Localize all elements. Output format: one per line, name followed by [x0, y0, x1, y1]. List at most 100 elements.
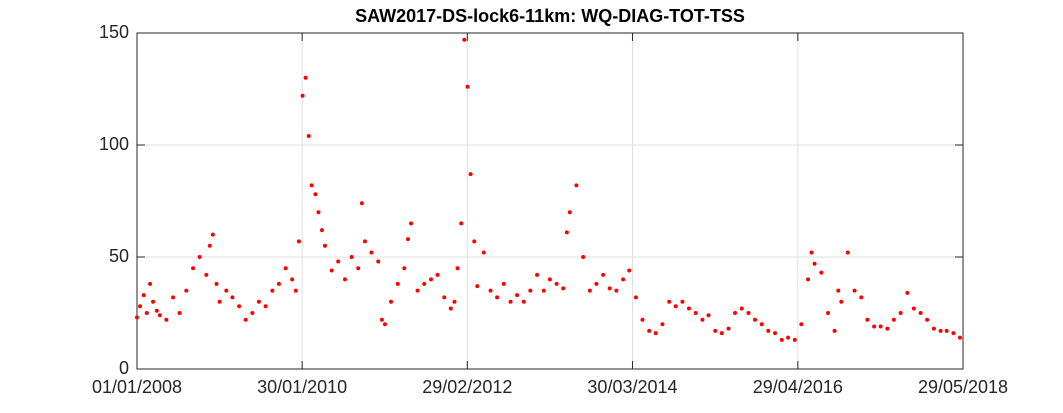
point	[342, 277, 347, 282]
y-tick-label: 150	[99, 22, 129, 42]
point	[812, 261, 817, 266]
point	[944, 328, 949, 333]
point	[138, 304, 143, 309]
point	[422, 281, 427, 286]
point	[362, 239, 367, 244]
x-tick-label: 29/05/2018	[918, 377, 1008, 397]
point	[250, 311, 255, 315]
point	[567, 210, 572, 215]
point	[290, 277, 295, 282]
point	[792, 337, 797, 342]
point	[151, 299, 156, 304]
point	[319, 228, 324, 233]
point	[164, 317, 169, 322]
point	[409, 221, 414, 226]
point	[217, 299, 222, 304]
point	[766, 328, 771, 333]
point	[465, 84, 470, 89]
point	[872, 324, 877, 329]
point	[415, 288, 420, 293]
point	[148, 281, 153, 286]
point	[429, 277, 434, 282]
point	[336, 259, 341, 264]
point	[614, 288, 619, 293]
point	[700, 317, 705, 322]
point	[303, 75, 308, 80]
point	[773, 331, 778, 336]
point	[389, 299, 394, 304]
point	[329, 268, 334, 273]
point	[621, 277, 626, 282]
point	[719, 331, 724, 336]
point	[957, 335, 962, 340]
point	[746, 311, 751, 315]
point	[819, 270, 824, 275]
point	[925, 317, 930, 322]
point	[468, 172, 473, 177]
point	[905, 290, 910, 295]
point	[587, 288, 592, 293]
point	[300, 93, 305, 98]
point	[753, 317, 758, 322]
point	[283, 266, 288, 271]
point	[322, 243, 327, 248]
x-tick-label: 29/04/2016	[753, 377, 843, 397]
point	[243, 317, 248, 322]
point	[521, 299, 526, 304]
point	[293, 288, 298, 293]
point	[799, 322, 804, 327]
point	[809, 250, 814, 255]
point	[270, 288, 275, 293]
y-tick-label: 0	[119, 358, 129, 378]
point	[313, 192, 318, 197]
point	[452, 299, 457, 304]
plot-frame	[136, 32, 964, 370]
point	[759, 322, 764, 327]
point	[574, 183, 579, 188]
point	[779, 337, 784, 342]
point	[547, 277, 552, 282]
point	[306, 134, 311, 139]
point	[885, 326, 890, 331]
point	[806, 277, 811, 282]
x-tick-label: 30/03/2014	[587, 377, 677, 397]
point	[653, 331, 658, 336]
point	[154, 308, 159, 313]
point	[191, 266, 196, 271]
point	[739, 306, 744, 311]
point	[845, 250, 850, 255]
point	[898, 311, 903, 315]
point	[878, 324, 883, 329]
point	[647, 328, 652, 333]
point	[528, 288, 533, 293]
point	[475, 284, 480, 289]
point	[359, 201, 364, 206]
point	[214, 281, 219, 286]
plot-area	[137, 33, 963, 369]
point	[369, 250, 374, 255]
point	[405, 237, 410, 242]
point	[865, 317, 870, 322]
point	[316, 210, 321, 215]
point	[204, 272, 209, 277]
point	[184, 288, 189, 293]
point	[535, 272, 540, 277]
point	[859, 295, 864, 300]
point	[601, 272, 606, 277]
point	[230, 295, 235, 300]
point	[839, 299, 844, 304]
point	[296, 239, 301, 244]
point	[207, 243, 212, 248]
point	[256, 299, 261, 304]
point	[660, 322, 665, 327]
point	[667, 299, 672, 304]
point	[515, 293, 520, 298]
point	[832, 328, 837, 333]
point	[673, 304, 678, 309]
point	[836, 288, 841, 293]
point	[157, 313, 162, 318]
point	[680, 299, 685, 304]
point	[826, 311, 831, 315]
point	[911, 306, 916, 311]
point	[508, 299, 513, 304]
